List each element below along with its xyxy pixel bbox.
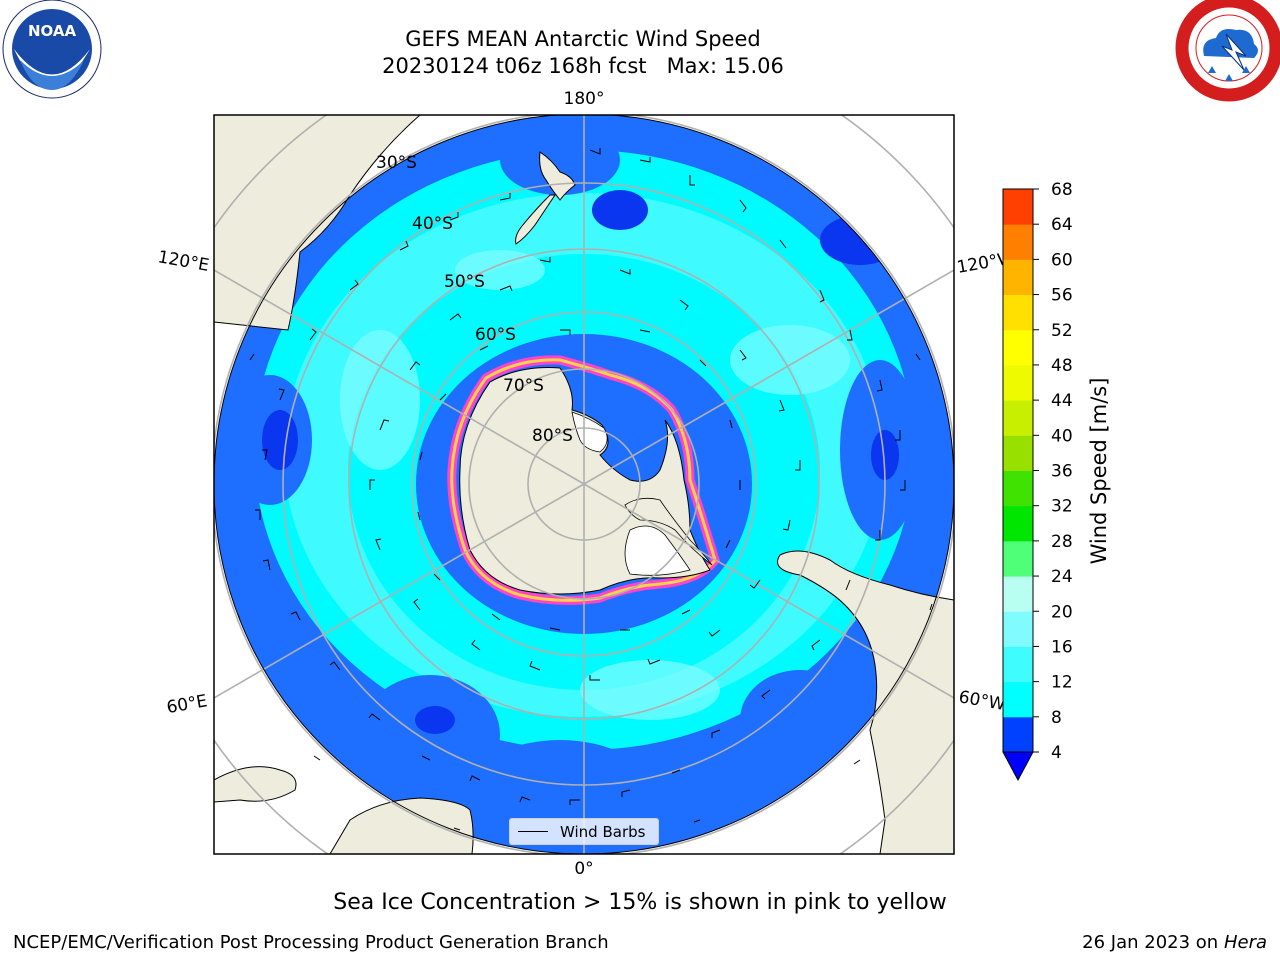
- colorbar-tick-label: 56: [1051, 286, 1073, 306]
- antarctic-peninsula: [624, 497, 713, 566]
- australia-landmass: [214, 115, 421, 331]
- colorbar-tick-label: 12: [1051, 673, 1073, 693]
- colorbar-under-triangle: [1002, 751, 1034, 782]
- madagascar-landmass: [214, 766, 297, 803]
- wind-barbs-legend: Wind Barbs: [509, 818, 659, 845]
- colorbar-tick-label: 48: [1051, 356, 1073, 376]
- lat-label-60s: 60°S: [475, 325, 516, 345]
- colorbar-tick-label: 60: [1051, 250, 1073, 270]
- footer-host: Hera: [1223, 932, 1267, 953]
- sea-ice-edge-high: [450, 358, 717, 602]
- colorbar-tick-label: 36: [1051, 462, 1073, 482]
- colorbar-swatch: [1003, 611, 1033, 647]
- lon-label-180: 180°: [564, 89, 605, 109]
- lon-label-60w: 60°W: [957, 687, 1007, 715]
- ross-ice-shelf: [571, 411, 608, 453]
- footer-date: 26 Jan 2023 on Hera: [1082, 932, 1267, 953]
- colorbar-swatch: [1003, 470, 1033, 507]
- lon-label-60e: 60°E: [165, 691, 209, 718]
- colorbar-swatch: [1003, 294, 1033, 331]
- colorbar-swatch: [1003, 576, 1033, 612]
- nws-logo: [1175, 0, 1280, 102]
- colorbar-tick-label: 52: [1051, 321, 1073, 341]
- colorbar-tick-label: 32: [1051, 497, 1073, 517]
- colorbar-swatch: [1003, 646, 1033, 683]
- colorbar-swatch: [1003, 540, 1033, 577]
- lat-label-80s: 80°S: [532, 426, 573, 446]
- colorbar-swatch: [1003, 259, 1033, 296]
- wind-barb-legend-line: [518, 831, 548, 832]
- weddell-ice-shelf: [624, 525, 691, 576]
- colorbar-tick-label: 20: [1051, 602, 1073, 622]
- colorbar-tick-label: 16: [1051, 637, 1073, 657]
- footer-date-text: 26 Jan 2023 on: [1082, 932, 1224, 953]
- sea-ice-note: Sea Ice Concentration > 15% is shown in …: [333, 890, 947, 915]
- chart-title: GEFS MEAN Antarctic Wind Speed: [405, 27, 761, 51]
- south-america-landmass: [777, 550, 954, 854]
- colorbar-tick-label: 28: [1051, 532, 1073, 552]
- footer-credit: NCEP/EMC/Verification Post Processing Pr…: [13, 932, 609, 953]
- colorbar-tick-label: 44: [1051, 391, 1073, 411]
- wind-barbs: [237, 148, 933, 831]
- colorbar-tick-label: 40: [1051, 426, 1073, 446]
- noaa-logo: NOAA: [2, 0, 102, 99]
- colorbar-swatch: [1003, 681, 1033, 718]
- chart-subtitle: 20230124 t06z 168h fcst Max: 15.06: [382, 54, 784, 78]
- map-frame: [213, 114, 955, 855]
- colorbar-swatch: [1003, 189, 1033, 225]
- colorbar-tick-label: 8: [1051, 708, 1062, 728]
- colorbar-swatch: [1003, 364, 1033, 401]
- wind-barbs-legend-label: Wind Barbs: [560, 822, 646, 841]
- lat-label-70s: 70°S: [503, 376, 544, 396]
- new-zealand-south-island: [515, 194, 556, 245]
- africa-landmass: [329, 797, 474, 854]
- noaa-logo-text: NOAA: [28, 22, 77, 40]
- colorbar-tick-label: 24: [1051, 567, 1073, 587]
- lon-label-120e: 120°E: [156, 247, 210, 276]
- lat-label-30s: 30°S: [376, 153, 417, 173]
- lat-label-40s: 40°S: [412, 214, 453, 234]
- lon-label-0: 0°: [574, 859, 593, 879]
- colorbar-swatch: [1003, 505, 1033, 542]
- colorbar-swatch: [1003, 329, 1033, 366]
- colorbar-tick-label: 64: [1051, 215, 1073, 235]
- colorbar-tick-label: 4: [1051, 743, 1062, 763]
- colorbar-swatch: [1003, 435, 1033, 471]
- colorbar-swatch: [1003, 400, 1033, 436]
- colorbar-swatch: [1003, 224, 1033, 260]
- colorbar-label: Wind Speed [m/s]: [1087, 378, 1111, 565]
- lat-label-50s: 50°S: [444, 272, 485, 292]
- colorbar-tick-label: 68: [1051, 180, 1073, 200]
- map-panel: [214, 115, 954, 854]
- colorbar-swatch: [1003, 716, 1033, 753]
- new-zealand-north-island: [539, 151, 576, 201]
